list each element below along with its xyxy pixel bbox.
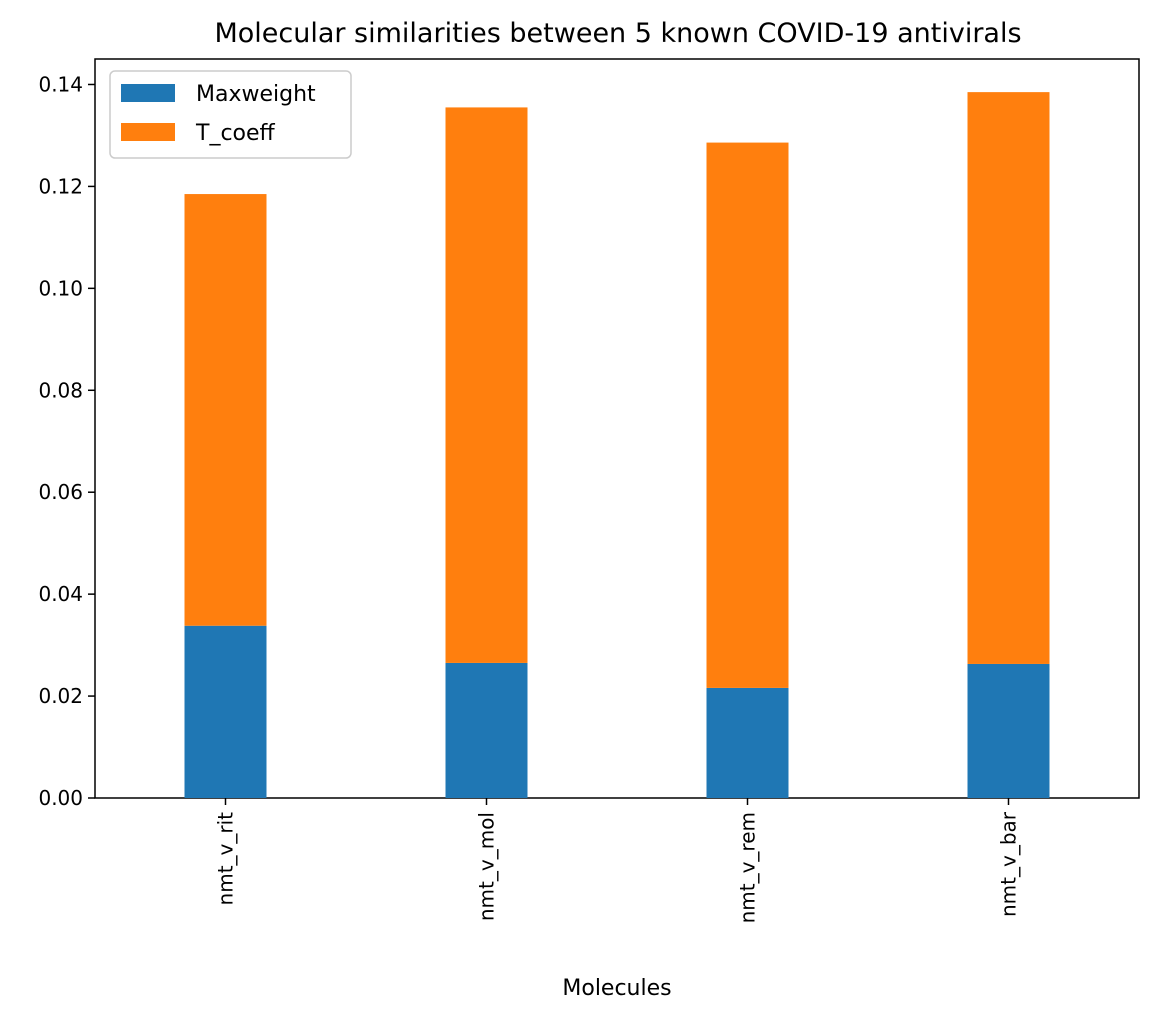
- legend-swatch-maxweight: [121, 84, 175, 102]
- y-tick-label: 0.00: [38, 786, 83, 810]
- x-axis-label: Molecules: [562, 976, 671, 1001]
- y-tick-label: 0.04: [38, 582, 83, 606]
- legend: Maxweight T_coeff: [109, 70, 352, 159]
- x-tick-label-nmt-v-rit: nmt_v_rit: [214, 812, 238, 906]
- chart-title: Molecular similarities between 5 known C…: [214, 18, 1021, 49]
- y-tick-label: 0.08: [38, 378, 83, 402]
- bars: [184, 92, 1050, 798]
- x-tick-label-nmt-v-bar: nmt_v_bar: [997, 811, 1021, 917]
- y-tick-label: 0.10: [38, 276, 83, 300]
- bar-maxweight-nmt-v-rem: [706, 687, 789, 798]
- legend-label-t-coeff: T_coeff: [195, 121, 276, 146]
- y-tick-label: 0.06: [38, 480, 83, 504]
- x-tick-label-nmt-v-mol: nmt_v_mol: [475, 812, 499, 921]
- x-axis: nmt_v_rit nmt_v_mol nmt_v_rem nmt_v_bar: [214, 798, 1021, 923]
- y-axis: 0.00 0.02 0.04 0.06 0.08 0.10 0.12 0.14: [38, 72, 95, 810]
- x-tick-label-nmt-v-rem: nmt_v_rem: [736, 812, 760, 923]
- y-tick-label: 0.14: [38, 72, 83, 96]
- legend-swatch-t-coeff: [121, 123, 175, 141]
- bar-maxweight-nmt-v-bar: [967, 663, 1050, 798]
- plot-area: [94, 58, 1140, 799]
- bar-t-coeff-nmt-v-mol: [445, 107, 528, 663]
- y-tick-label: 0.02: [38, 684, 83, 708]
- bar-t-coeff-nmt-v-rit: [184, 194, 267, 626]
- bar-maxweight-nmt-v-mol: [445, 662, 528, 798]
- bar-t-coeff-nmt-v-rem: [706, 142, 789, 688]
- y-tick-label: 0.12: [38, 174, 83, 198]
- bar-maxweight-nmt-v-rit: [184, 625, 267, 798]
- bar-t-coeff-nmt-v-bar: [967, 92, 1050, 664]
- legend-label-maxweight: Maxweight: [196, 82, 316, 107]
